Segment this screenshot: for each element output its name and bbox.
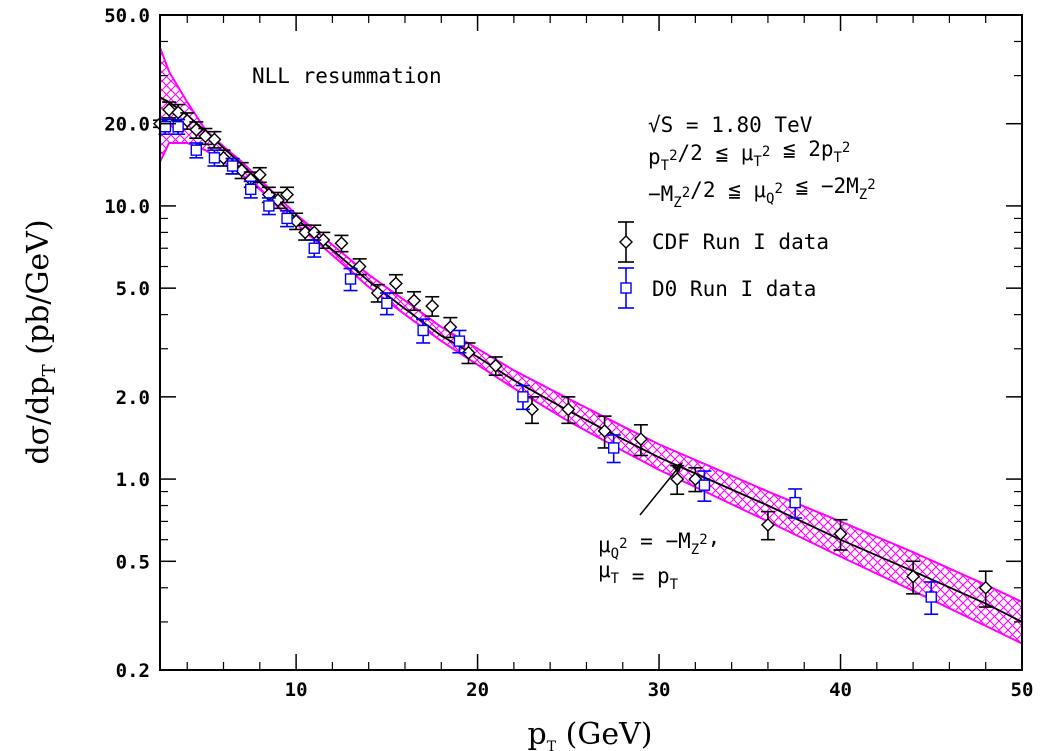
plot-frame	[159, 14, 1023, 671]
d0-point	[171, 118, 186, 136]
legend-d0-marker	[618, 267, 634, 309]
mu-t-range-annotation: pT2/2 ≦ μT2 ≦ 2pT2	[648, 137, 850, 174]
d0-point	[924, 581, 939, 616]
cdf-point	[334, 234, 349, 253]
x-tick-label: 10	[285, 679, 308, 701]
cdf-point	[688, 466, 703, 493]
cdf-point	[370, 283, 385, 303]
cdf-point	[207, 130, 222, 149]
legend-d0-label: D0 Run I data	[652, 277, 816, 301]
y-tick-label: 2.0	[116, 387, 150, 409]
y-tick-label: 0.2	[116, 660, 150, 682]
y-tick-label: 50.0	[104, 5, 150, 27]
cdf-point	[488, 356, 503, 377]
y-tick-label: 0.5	[116, 551, 150, 573]
d0-point	[280, 209, 295, 228]
cdf-point	[561, 396, 576, 425]
y-tick-label: 5.0	[116, 278, 150, 300]
legend-cdf-label: CDF Run I data	[652, 230, 829, 254]
cdf-point	[597, 415, 612, 449]
legend-cdf-marker	[618, 221, 634, 263]
cdf-point	[833, 518, 848, 551]
d0-point	[261, 197, 276, 216]
legend: CDF Run I data D0 Run I data	[618, 221, 829, 309]
d0-point	[788, 488, 803, 519]
d0-point	[189, 142, 204, 159]
d0-point	[343, 267, 358, 292]
x-tick-label: 40	[829, 679, 852, 701]
cdf-point	[760, 510, 775, 541]
cdf-point	[180, 112, 195, 130]
d0-point	[452, 329, 467, 354]
cdf-point	[280, 186, 295, 204]
energy-annotation: √S = 1.80 TeV	[648, 113, 813, 137]
x-tick-label: 50	[1011, 679, 1034, 701]
d0-point	[697, 470, 712, 502]
y-tick-label: 20.0	[104, 114, 150, 136]
y-axis-title: dσ/dpT (pb/GeV)	[21, 219, 60, 464]
x-tick-label: 30	[648, 679, 671, 701]
cdf-point	[906, 560, 921, 595]
uncertainty-band	[160, 47, 1022, 645]
cdf-point	[407, 290, 422, 312]
cdf-point	[633, 424, 648, 457]
d0-point	[207, 149, 222, 167]
y-tick-label: 1.0	[116, 469, 150, 491]
d0-point	[606, 434, 621, 464]
band-fill	[160, 47, 1022, 644]
d0-point	[379, 292, 394, 316]
method-annotation: NLL resummation	[252, 64, 442, 88]
axis-ticks: 10 20 30 40 50 0.2 0.5 1.0 2.0 5.0 10.0 20.0 50.0	[104, 5, 1033, 701]
d0-point	[307, 239, 322, 258]
x-tick-label: 20	[466, 679, 489, 701]
curve-label-arrowhead	[672, 462, 683, 473]
d0-point	[416, 318, 431, 344]
curve-label-line-2: μT = pT	[598, 558, 679, 593]
data-points	[153, 101, 993, 616]
cdf-point	[978, 570, 993, 608]
d0-point	[515, 384, 530, 411]
cdf-point	[425, 295, 440, 317]
cdf-point	[252, 166, 267, 184]
band-upper-edge	[160, 47, 1022, 603]
curve-label-line-1: μQ2 = −MZ2,	[598, 525, 720, 562]
d0-point	[225, 157, 240, 175]
curve-label-arrow	[639, 467, 679, 516]
d0-point	[243, 180, 258, 199]
y-tick-label: 10.0	[104, 196, 150, 218]
x-axis-title: pT (GeV)	[528, 717, 653, 751]
cdf-point	[388, 273, 403, 294]
cdf-point	[316, 231, 331, 250]
mu-q-range-annotation: −MZ2/2 ≦ μQ2 ≦ −2MZ2	[648, 174, 876, 211]
